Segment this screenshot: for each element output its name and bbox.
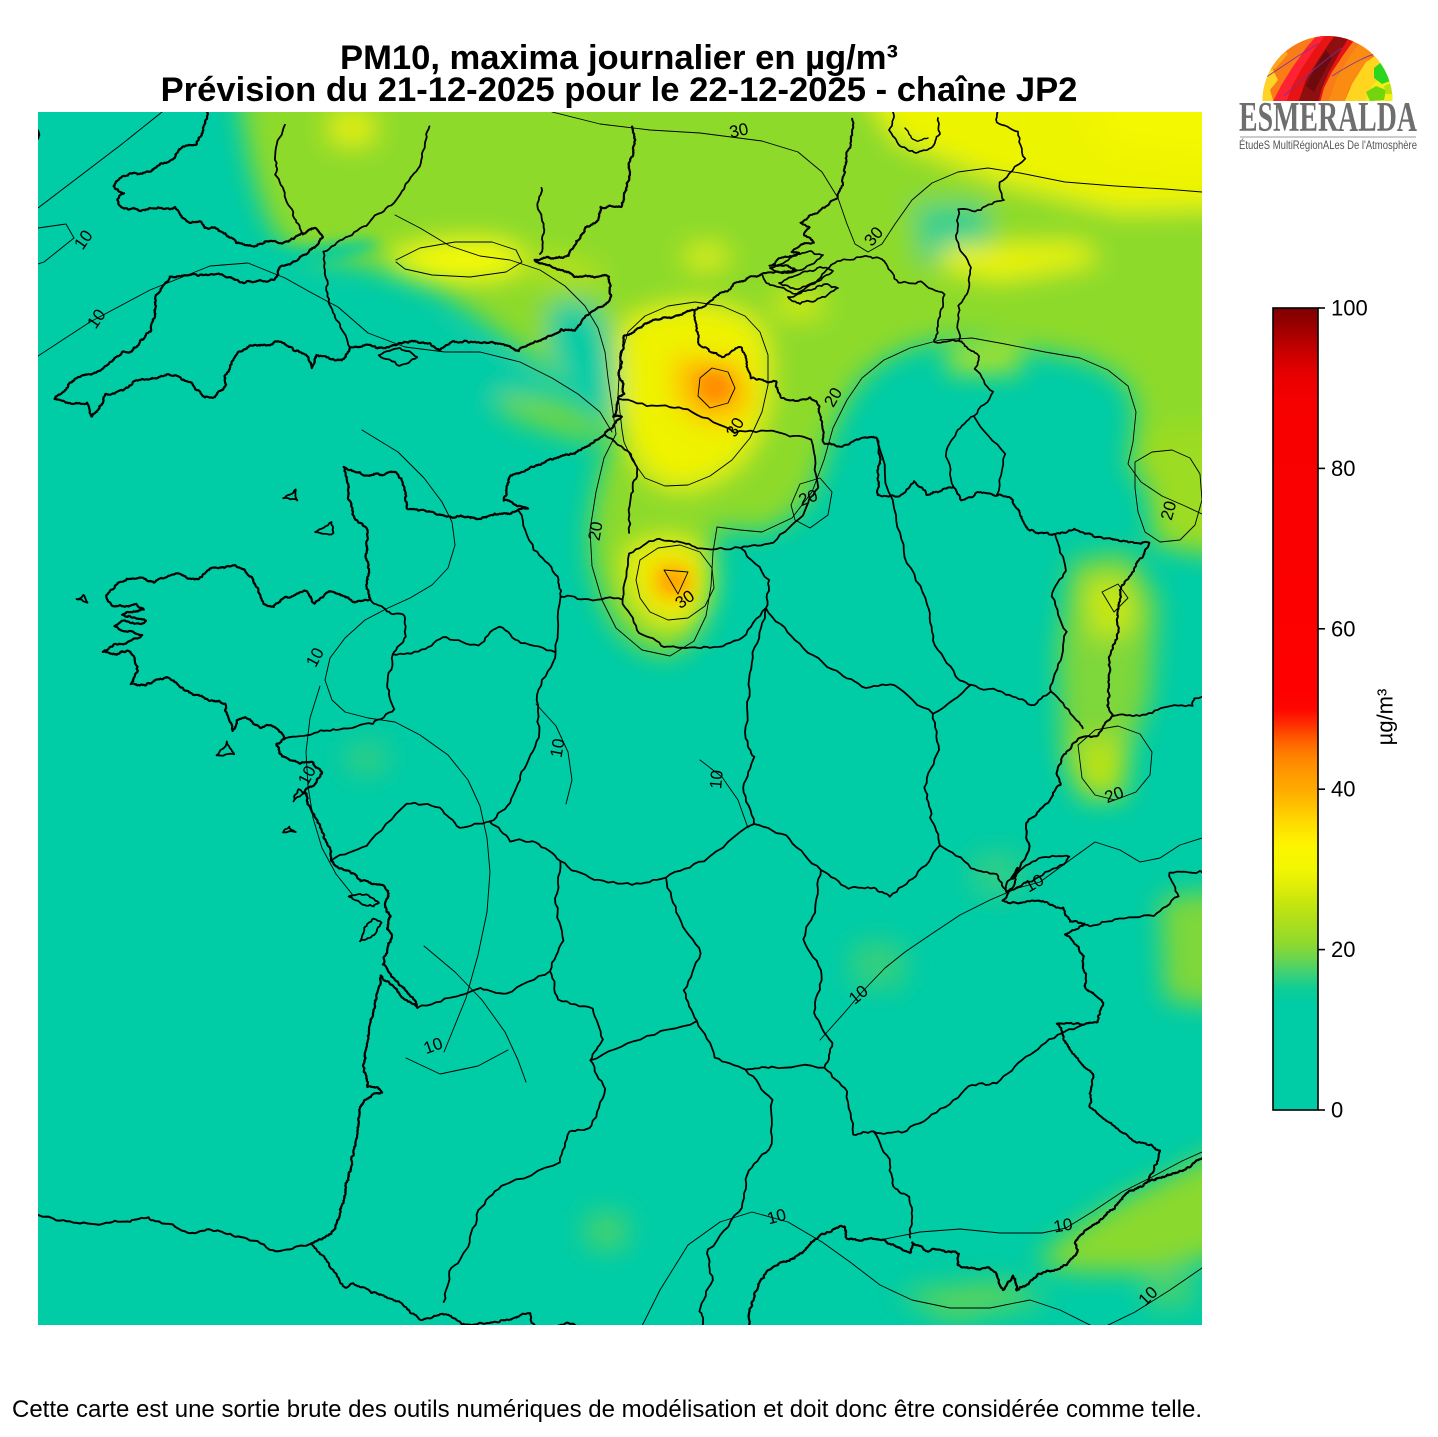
svg-text:20: 20 bbox=[585, 520, 607, 542]
svg-text:80: 80 bbox=[1331, 456, 1355, 481]
svg-text:10: 10 bbox=[1052, 1215, 1074, 1237]
svg-text:10: 10 bbox=[547, 737, 569, 759]
svg-text:60: 60 bbox=[1331, 616, 1355, 641]
svg-text:30: 30 bbox=[728, 119, 750, 142]
svg-text:20: 20 bbox=[1331, 937, 1355, 962]
svg-text:ESMERALDA: ESMERALDA bbox=[1239, 95, 1417, 141]
svg-text:100: 100 bbox=[1331, 296, 1368, 321]
svg-text:20: 20 bbox=[1157, 499, 1180, 522]
svg-text:10: 10 bbox=[765, 1205, 788, 1228]
svg-text:40: 40 bbox=[1331, 777, 1355, 802]
svg-text:ÉtudeS MultiRégionALes De l'At: ÉtudeS MultiRégionALes De l'Atmosphère bbox=[1239, 137, 1417, 152]
svg-text:0: 0 bbox=[1331, 1098, 1343, 1123]
svg-text:10: 10 bbox=[706, 769, 727, 790]
